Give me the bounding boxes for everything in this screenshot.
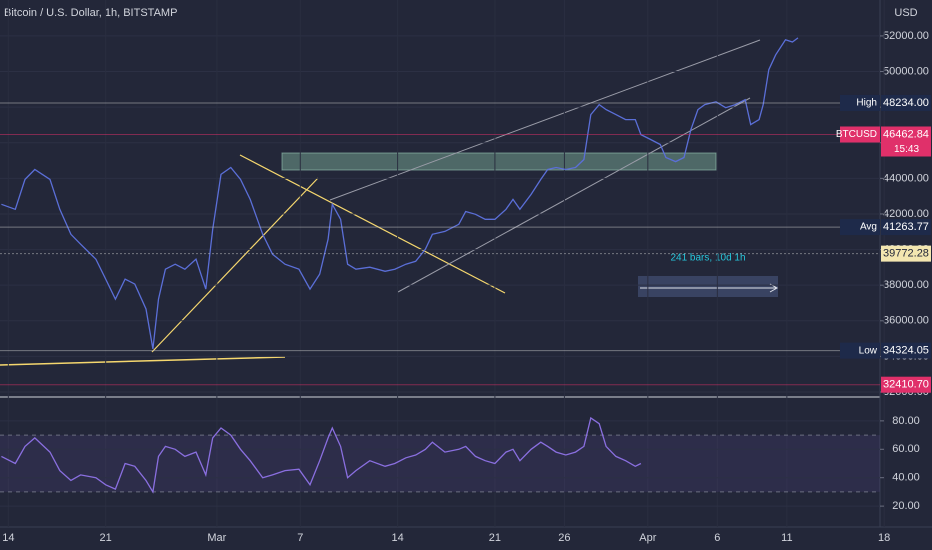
price-line — [1, 416, 642, 494]
y-tick-label: 20.00 — [892, 500, 920, 512]
price-label: 32410.70 — [883, 379, 929, 391]
x-tick-label: 11 — [781, 532, 792, 544]
rsi-band — [0, 435, 880, 492]
price-label: 46462.84 — [883, 128, 929, 140]
currency-label: USD — [894, 7, 917, 19]
zone — [281, 152, 717, 171]
y-tick-label: 38000.00 — [883, 279, 929, 291]
y-tick-label: 80.00 — [892, 415, 920, 427]
price-label: 48234.00 — [883, 97, 929, 109]
x-tick-label: Apr — [639, 532, 656, 544]
x-tick-label: 14 — [391, 532, 403, 544]
countdown-box — [881, 142, 931, 157]
measure-box — [638, 276, 778, 297]
price-label: 41263.77 — [883, 221, 929, 233]
channel-line — [329, 39, 761, 201]
price-label-box — [881, 94, 931, 111]
x-tick-label: 7 — [297, 532, 303, 544]
price-tag: Low — [859, 345, 878, 356]
price-tag: BTCUSD — [836, 129, 877, 140]
price-label: 34324.05 — [883, 345, 929, 357]
y-tick-label: 52000.00 — [883, 30, 929, 42]
price-tag-box — [840, 126, 880, 143]
countdown: 15:43 — [894, 144, 919, 155]
x-tick-label: 21 — [100, 532, 112, 544]
y-tick-label: 44000.00 — [883, 172, 929, 184]
measure-label: 241 bars, 10d 1h — [670, 253, 745, 264]
price-tag-box — [840, 342, 880, 359]
price-label-box — [881, 219, 931, 236]
trendline — [151, 177, 319, 353]
price-tag: Avg — [860, 222, 877, 233]
x-tick-label: 26 — [558, 532, 570, 544]
price-label-box — [881, 245, 931, 262]
price-label-box — [881, 342, 931, 359]
y-tick-label: 50000.00 — [883, 65, 929, 77]
y-tick-label: 60.00 — [892, 443, 920, 455]
chart-title: Bitcoin / U.S. Dollar, 1h, BITSTAMP — [4, 7, 177, 19]
price-tag-box — [840, 94, 880, 111]
y-tick-label: 40.00 — [892, 472, 920, 484]
trendline — [0, 356, 286, 366]
x-tick-label: 6 — [714, 532, 720, 544]
y-tick-label: 36000.00 — [883, 315, 929, 327]
price-label: 39772.28 — [883, 248, 929, 260]
x-tick-label: 21 — [489, 532, 501, 544]
price-label-box — [881, 126, 931, 143]
x-tick-label: 18 — [878, 532, 890, 544]
drawings — [0, 39, 779, 366]
price-tag-box — [840, 219, 880, 236]
y-tick-label: 42000.00 — [883, 208, 929, 220]
price-tag: High — [856, 98, 877, 109]
price-line — [1, 37, 799, 350]
x-tick-label: 14 — [2, 532, 14, 544]
price-label-box — [881, 376, 931, 393]
x-tick-label: Mar — [207, 532, 226, 544]
